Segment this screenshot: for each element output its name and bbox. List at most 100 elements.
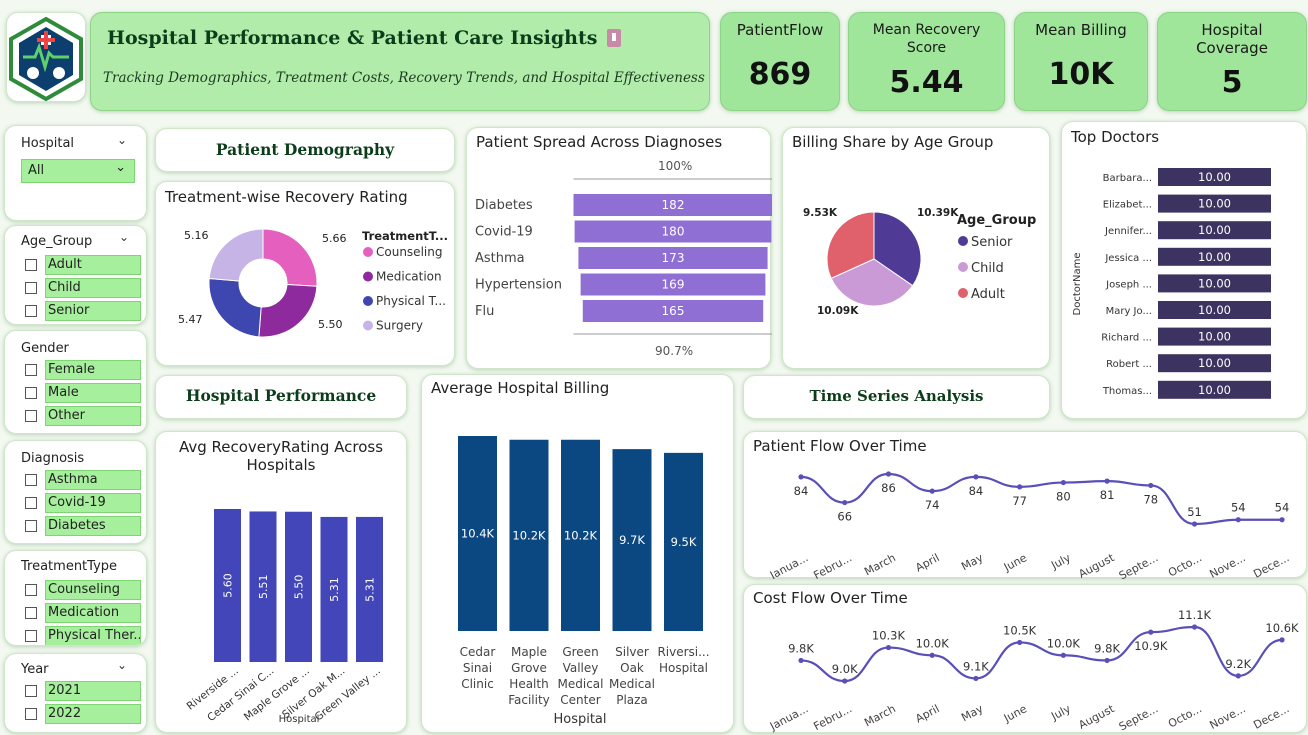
checkbox[interactable] (25, 473, 37, 486)
page-title: Hospital Performance & Patient Care Insi… (107, 27, 598, 49)
slicer-title: TreatmentType (21, 559, 118, 574)
data-point (1279, 637, 1285, 643)
slicer-year[interactable]: Year ⌄ 2021 2022 (4, 653, 147, 733)
option-label: Adult (45, 254, 141, 275)
option-2021[interactable]: 2021 (25, 680, 141, 701)
option-child[interactable]: Child (25, 277, 141, 298)
funnel-bottom-label: 90.7% (655, 344, 693, 358)
doctor-bar (1158, 327, 1271, 346)
section-title: Patient Demography (215, 140, 395, 159)
slicer-treatment-type[interactable]: TreatmentType Counseling Medication Phys… (4, 550, 147, 646)
data-label: 86 (881, 481, 896, 495)
checkbox[interactable] (25, 281, 37, 294)
data-label: 84 (969, 484, 984, 498)
slicer-title: Year (21, 662, 49, 677)
checkbox[interactable] (25, 606, 37, 619)
month-tick: Dece... (1251, 702, 1291, 732)
option-physical-therapy[interactable]: Physical Ther... (25, 625, 141, 645)
checkbox[interactable] (25, 363, 37, 376)
recovery-value: 5.60 (222, 573, 235, 598)
checkbox[interactable] (25, 707, 37, 720)
chevron-down-icon[interactable]: ⌄ (119, 230, 130, 244)
logo-card (6, 12, 86, 102)
doctor-name: Robert ... (1106, 359, 1152, 370)
checkbox[interactable] (25, 496, 37, 509)
option-senior[interactable]: Senior (25, 300, 141, 321)
checkbox[interactable] (25, 386, 37, 399)
chart-title: Avg RecoveryRating Across Hospitals (178, 438, 384, 474)
chart-title: Cost Flow Over Time (753, 589, 908, 607)
chart-title: Treatment-wise Recovery Rating (165, 188, 408, 206)
checkbox[interactable] (25, 409, 37, 422)
option-counseling[interactable]: Counseling (25, 579, 141, 600)
legend-item: Adult (971, 287, 1005, 302)
cost-flow-card: Cost Flow Over Time 9.8K Janua... 9.0K Febr… (743, 584, 1307, 734)
kpi-value: 869 (748, 57, 812, 92)
slicer-age-group[interactable]: Age_Group ⌄ Adult Child Senior (4, 225, 147, 325)
checkbox[interactable] (25, 304, 37, 317)
header-banner: Hospital Performance & Patient Care Insi… (90, 12, 710, 111)
avg-billing-card: Average Hospital Billing 10.4K Cedar Sinai… (421, 374, 734, 733)
data-label: 10.3K (872, 629, 906, 643)
data-point (1017, 484, 1023, 490)
month-tick: Dece... (1251, 551, 1291, 579)
slice-label: 9.53K (803, 207, 838, 219)
section-time-series: Time Series Analysis (743, 375, 1050, 419)
chevron-down-icon[interactable]: ⌄ (117, 658, 128, 672)
hospital-tick: Riversi... Hospital (657, 645, 709, 675)
option-medication[interactable]: Medication (25, 602, 141, 623)
hospital-dropdown[interactable]: All ⌄ (21, 159, 135, 183)
hospital-logo-icon (9, 16, 83, 102)
funnel-bar (573, 194, 772, 216)
slice-label: 5.66 (322, 232, 347, 245)
section-performance: Hospital Performance (155, 375, 407, 419)
option-2022[interactable]: 2022 (25, 703, 141, 724)
option-diabetes[interactable]: Diabetes (25, 515, 141, 536)
data-label: 9.8K (1094, 641, 1120, 655)
checkbox[interactable] (25, 258, 37, 271)
funnel-category: Covid-19 (475, 225, 533, 240)
data-point (973, 474, 979, 480)
checkbox[interactable] (25, 629, 37, 642)
month-tick: April (913, 702, 941, 725)
data-point (1104, 478, 1110, 484)
slicer-gender[interactable]: Gender Female Male Other (4, 330, 147, 434)
option-covid[interactable]: Covid-19 (25, 492, 141, 513)
doctor-value: 10.00 (1198, 170, 1231, 184)
doctor-value: 10.00 (1198, 303, 1231, 317)
slicer-hospital[interactable]: Hospital ⌄ All ⌄ (4, 125, 147, 221)
option-adult[interactable]: Adult (25, 254, 141, 275)
kpi-value: 5.44 (889, 65, 964, 100)
option-other[interactable]: Other (25, 405, 141, 426)
doctor-bar (1158, 354, 1271, 373)
legend-item: Senior (971, 235, 1013, 250)
checkbox[interactable] (25, 519, 37, 532)
data-label: 78 (1143, 492, 1158, 506)
chevron-down-icon[interactable]: ⌄ (117, 133, 128, 147)
checkbox[interactable] (25, 684, 37, 697)
option-asthma[interactable]: Asthma (25, 469, 141, 490)
data-label: 9.1K (963, 659, 989, 673)
page-subtitle: Tracking Demographics, Treatment Costs, … (103, 70, 705, 86)
legend-marker (958, 288, 968, 298)
month-tick: July (1048, 702, 1073, 723)
data-point (1017, 639, 1023, 646)
recovery-bar (285, 511, 312, 662)
doctor-bar (1158, 221, 1271, 240)
month-tick: Febru... (811, 702, 854, 733)
slicer-diagnosis[interactable]: Diagnosis Asthma Covid-19 Diabetes (4, 440, 147, 544)
checkbox[interactable] (25, 583, 37, 596)
legend-item: Medication (376, 270, 442, 284)
doctor-bar (1158, 168, 1271, 186)
section-demography: Patient Demography (155, 128, 455, 172)
option-female[interactable]: Female (25, 359, 141, 380)
option-label: Diabetes (45, 515, 141, 536)
recovery-value: 5.31 (328, 577, 341, 602)
top-doctors-chart: DoctorName 10.00 Barbara... 10.00 Elizabet..… (1072, 168, 1271, 399)
legend-marker (958, 262, 968, 272)
month-tick: August (1076, 702, 1117, 732)
option-label: Child (45, 277, 141, 298)
funnel-category: Flu (475, 304, 494, 319)
option-male[interactable]: Male (25, 382, 141, 403)
recovery-value: 5.31 (364, 577, 377, 602)
